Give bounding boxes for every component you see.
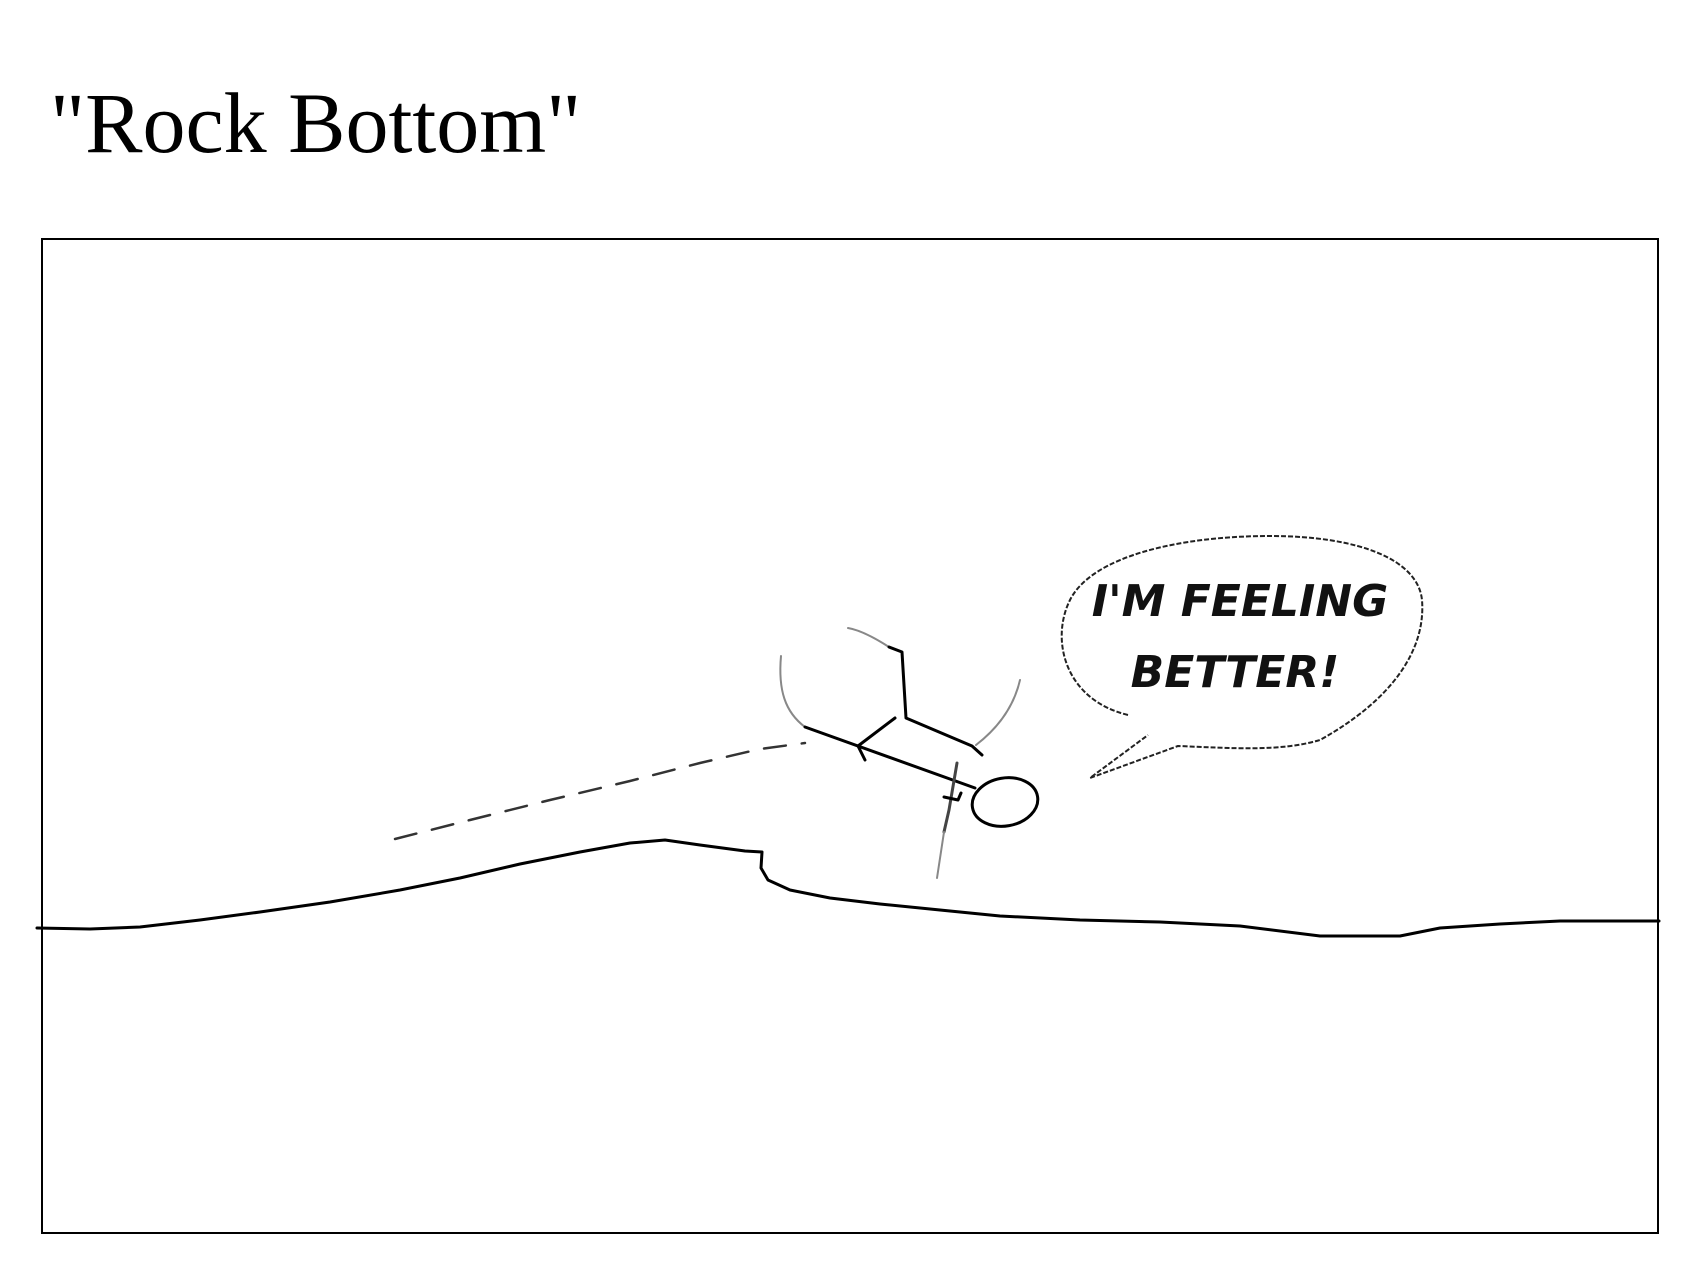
speech-bubble: I'M FEELING BETTER!	[1060, 535, 1424, 779]
speech-line-2: BETTER!	[1131, 647, 1340, 698]
comic-panel	[41, 238, 1659, 1234]
motion-arc-right	[975, 679, 1021, 746]
motion-arc-left	[779, 655, 806, 728]
figure-leg-lower	[856, 716, 897, 762]
rock-ground-line	[35, 838, 1661, 938]
comic-title: "Rock Bottom"	[50, 75, 582, 171]
stick-figure	[779, 627, 1040, 879]
figure-leg-upper	[887, 645, 984, 757]
speech-bubble-outline	[1060, 535, 1424, 779]
speech-line-1: I'M FEELING	[1092, 576, 1388, 627]
figure-head	[970, 776, 1040, 828]
motion-arc-top	[847, 627, 890, 648]
figure-arm-lower	[936, 831, 945, 879]
figure-arm	[942, 761, 959, 834]
motion-trail	[393, 741, 807, 841]
figure-arm-tick	[942, 791, 963, 802]
figure-body	[803, 725, 977, 790]
